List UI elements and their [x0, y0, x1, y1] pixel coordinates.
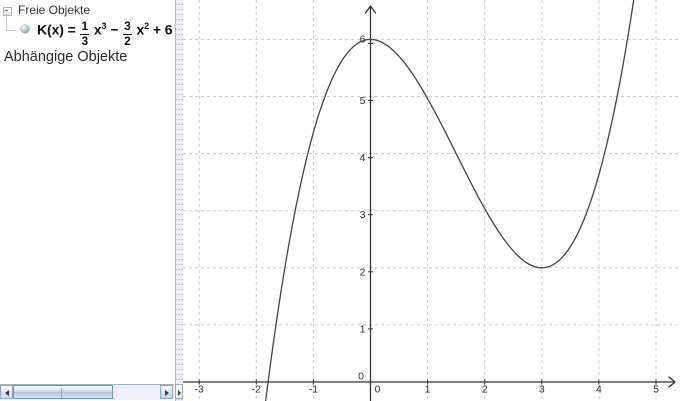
svg-text:-3: -3 [195, 384, 204, 396]
svg-text:6: 6 [360, 34, 366, 46]
svg-text:4: 4 [360, 152, 366, 164]
svg-text:4: 4 [596, 384, 602, 396]
svg-text:1: 1 [425, 384, 431, 396]
svg-text:0: 0 [358, 371, 364, 383]
svg-text:2: 2 [360, 266, 366, 278]
svg-text:5: 5 [653, 384, 659, 396]
svg-text:1: 1 [360, 323, 366, 335]
svg-text:0: 0 [375, 384, 381, 396]
svg-text:-2: -2 [252, 384, 261, 396]
svg-text:5: 5 [360, 95, 366, 107]
svg-text:-1: -1 [309, 384, 318, 396]
svg-text:3: 3 [539, 384, 545, 396]
svg-text:3: 3 [360, 209, 366, 221]
svg-text:2: 2 [482, 384, 488, 396]
